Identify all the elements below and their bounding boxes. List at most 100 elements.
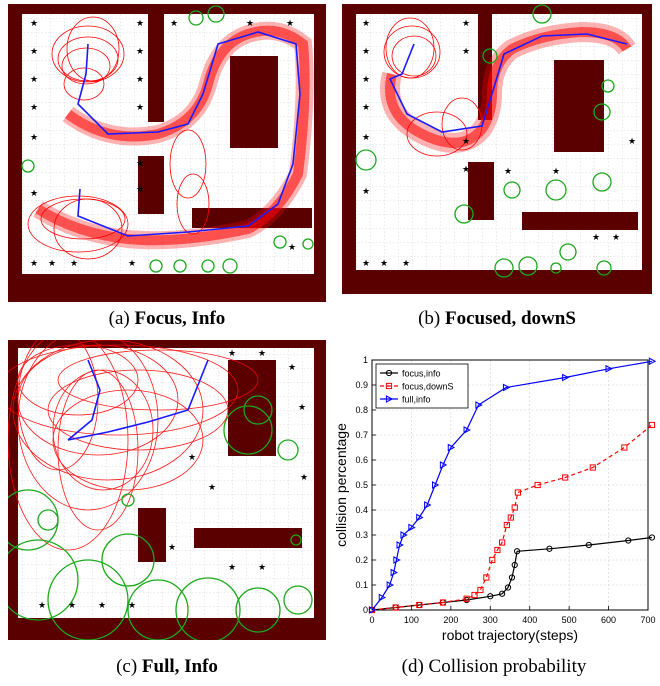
- data-point: [483, 574, 490, 581]
- svg-text:★: ★: [30, 188, 38, 198]
- landmark-stars: ★ ★ ★ ★ ★ ★ ★ ★ ★ ★ ★ ★ ★ ★ ★ ★ ★ ★: [362, 18, 636, 268]
- legend-label: focus,downS: [402, 382, 454, 392]
- data-point: [546, 545, 553, 552]
- y-tick-label: 0.7: [355, 430, 368, 440]
- data-point: [514, 489, 521, 496]
- wall-block: [138, 508, 166, 562]
- x-axis-label: robot trajectory(steps): [442, 627, 578, 643]
- svg-text:★: ★: [208, 482, 216, 492]
- data-point: [408, 523, 416, 532]
- svg-text:★: ★: [362, 74, 370, 84]
- panel-a-map: ★ ★ ★ ★ ★ ★ ★ ★ ★ ★ ★ ★ ★ ★ ★ ★ ★ ★ ★ ★: [8, 4, 326, 302]
- uncertainty-ellipses: [8, 340, 259, 551]
- data-point: [385, 382, 393, 390]
- svg-text:★: ★: [552, 166, 560, 176]
- data-point: [504, 584, 512, 591]
- data-point: [589, 464, 596, 471]
- data-point: [475, 401, 483, 409]
- series-line: [371, 360, 653, 611]
- y-tick-label: 0.8: [355, 405, 368, 415]
- data-point: [499, 539, 506, 546]
- svg-text:★: ★: [628, 136, 636, 146]
- data-point: [416, 601, 423, 609]
- panel-c-map: ★ ★ ★ ★ ★ ★ ★ ★ ★ ★ ★ ★ ★ ★: [8, 340, 326, 640]
- data-point: [431, 481, 440, 489]
- svg-text:★: ★: [30, 102, 38, 112]
- svg-text:★: ★: [402, 258, 410, 268]
- data-point: [508, 574, 516, 581]
- svg-text:★: ★: [136, 18, 144, 28]
- svg-text:★: ★: [462, 46, 470, 56]
- caption-a: (a) Focus, Info: [8, 308, 326, 330]
- svg-text:★: ★: [136, 184, 144, 194]
- svg-text:★: ★: [136, 158, 144, 168]
- robot-trajectory: [67, 359, 209, 441]
- svg-text:★: ★: [128, 258, 136, 268]
- wall-block: [230, 56, 278, 148]
- series-line: [371, 424, 653, 611]
- svg-text:★: ★: [288, 362, 296, 372]
- caption-d: (d) Collision probability: [332, 656, 656, 678]
- uncertainty-ellipses: [27, 16, 314, 260]
- data-point: [499, 590, 506, 597]
- data-point: [392, 604, 399, 611]
- data-point: [396, 541, 404, 549]
- data-point: [489, 556, 496, 564]
- x-tick-label: 100: [404, 615, 419, 625]
- data-point: [378, 593, 387, 602]
- svg-text:★: ★: [228, 562, 236, 572]
- data-point: [390, 568, 398, 577]
- data-point: [648, 534, 656, 541]
- data-point: [621, 444, 628, 451]
- svg-text:★: ★: [362, 132, 370, 142]
- landmark-circles: [8, 395, 313, 640]
- y-axis-label: collision percentage: [333, 423, 349, 547]
- legend-label: focus,info: [402, 369, 441, 379]
- data-point: [507, 514, 514, 521]
- series-focus-downS: [368, 421, 656, 614]
- y-tick-label: 0.4: [355, 505, 368, 515]
- data-point: [513, 548, 521, 555]
- svg-text:★: ★: [30, 132, 38, 142]
- data-point: [605, 364, 613, 373]
- data-point: [648, 357, 656, 366]
- landmark-circles: [21, 5, 314, 274]
- landmark-stars: ★ ★ ★ ★ ★ ★ ★ ★ ★ ★ ★ ★ ★ ★ ★ ★ ★ ★ ★ ★: [30, 18, 296, 268]
- caption-d-title: Collision probability: [428, 656, 587, 677]
- wall-block: [554, 60, 604, 152]
- data-point: [477, 586, 484, 594]
- svg-text:★: ★: [136, 46, 144, 56]
- caption-c: (c) Full, Info: [8, 656, 326, 678]
- y-tick-label: 0.1: [355, 580, 368, 590]
- svg-text:★: ★: [462, 164, 470, 174]
- svg-text:★: ★: [228, 348, 236, 358]
- data-point: [400, 531, 408, 539]
- svg-text:★: ★: [30, 18, 38, 28]
- y-tick-label: 0.3: [355, 530, 368, 540]
- data-point: [439, 461, 448, 469]
- svg-text:★: ★: [462, 136, 470, 146]
- svg-text:★: ★: [462, 18, 470, 28]
- data-point: [386, 581, 395, 589]
- svg-text:★: ★: [30, 74, 38, 84]
- data-point: [439, 599, 447, 606]
- wall-block: [138, 156, 164, 214]
- svg-text:★: ★: [170, 18, 178, 28]
- svg-text:★: ★: [68, 600, 76, 610]
- panel-b-map: ★ ★ ★ ★ ★ ★ ★ ★ ★ ★ ★ ★ ★ ★ ★ ★ ★ ★: [342, 4, 652, 294]
- data-point: [416, 513, 424, 522]
- svg-text:★: ★: [30, 258, 38, 268]
- svg-text:★: ★: [298, 402, 306, 412]
- wall-block: [148, 14, 164, 122]
- svg-text:★: ★: [362, 46, 370, 56]
- landmark-circles: [355, 4, 615, 278]
- svg-text:★: ★: [288, 242, 296, 252]
- svg-text:★: ★: [300, 472, 308, 482]
- data-point: [534, 481, 541, 489]
- svg-text:★: ★: [168, 542, 176, 552]
- data-point: [562, 373, 570, 382]
- series-line: [371, 536, 652, 611]
- series-focus-info: [368, 534, 656, 614]
- x-tick-label: 200: [443, 615, 458, 625]
- data-point: [562, 474, 569, 481]
